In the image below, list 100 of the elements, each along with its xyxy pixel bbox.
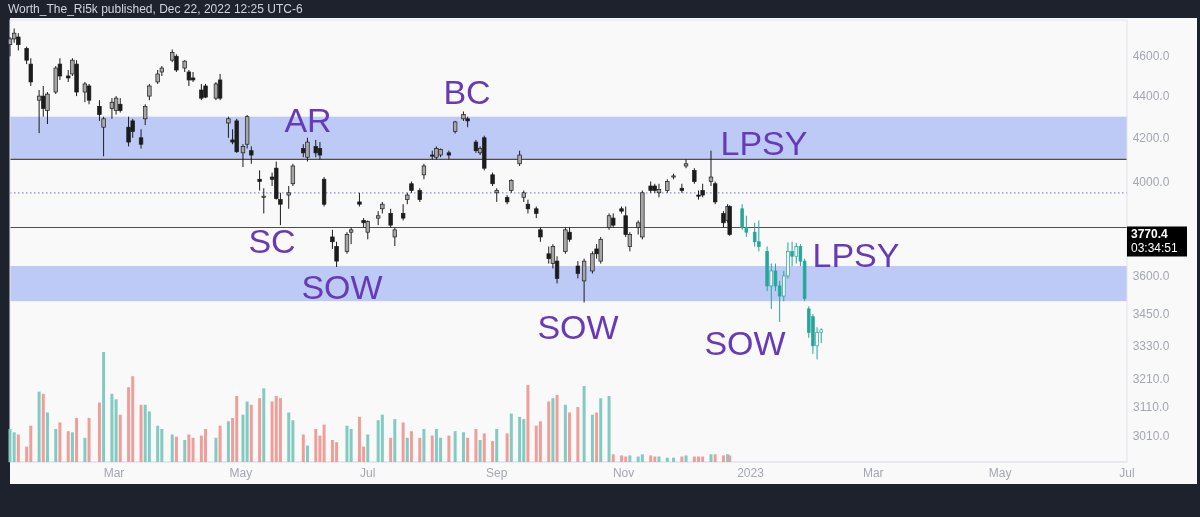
bar <box>422 429 426 462</box>
y-tick-label: 4000.0 <box>1132 174 1170 189</box>
bar <box>684 455 688 462</box>
bar <box>434 429 438 462</box>
bar <box>83 437 87 462</box>
candlestick <box>388 208 393 228</box>
bar <box>453 431 457 462</box>
bar <box>245 401 249 462</box>
x-tick-label: May <box>988 466 1012 480</box>
bar <box>301 434 305 462</box>
bar <box>389 437 393 462</box>
bar <box>563 404 567 462</box>
annotation: SOW <box>537 308 619 346</box>
bar <box>139 404 143 462</box>
bar <box>143 404 147 462</box>
bar <box>466 437 470 462</box>
candlestick <box>563 226 568 255</box>
bar <box>357 416 361 462</box>
y-tick-label: 3450.0 <box>1132 307 1170 322</box>
candlestick <box>257 169 262 192</box>
bar <box>474 429 478 462</box>
y-tick-label: 3010.0 <box>1132 429 1170 444</box>
bar <box>45 412 49 462</box>
bar <box>590 414 594 462</box>
bar <box>672 457 676 462</box>
bar <box>522 419 526 462</box>
bar <box>495 429 499 462</box>
bar <box>418 437 422 462</box>
candlestick <box>794 242 799 265</box>
bar <box>366 434 370 462</box>
chart-title: Worth_The_Ri5k published, Dec 22, 2022 12:25 UTC-6 <box>8 2 303 16</box>
bar <box>249 404 253 462</box>
candlestick <box>305 137 310 163</box>
bar <box>262 388 266 462</box>
bar <box>405 437 409 462</box>
bar <box>551 398 555 462</box>
candlestick <box>679 183 685 194</box>
candlestick <box>525 199 531 214</box>
candlestick <box>226 116 231 139</box>
bar <box>518 416 522 462</box>
annotation: AR <box>284 101 332 139</box>
bar <box>160 429 164 462</box>
bar <box>534 425 538 462</box>
annotation: SOW <box>704 324 786 362</box>
bar <box>37 391 41 462</box>
bar <box>54 429 58 462</box>
candlestick <box>581 258 587 303</box>
bar <box>461 432 465 462</box>
bar <box>191 437 195 462</box>
y-tick-label: 3600.0 <box>1132 268 1170 283</box>
bar <box>287 412 291 462</box>
bar <box>218 425 222 462</box>
bar <box>491 441 495 462</box>
bar <box>97 402 101 462</box>
bar <box>278 398 282 462</box>
annotation: SC <box>248 222 296 260</box>
bar <box>87 418 91 462</box>
bar <box>478 440 482 462</box>
candlestick <box>143 103 148 126</box>
bar <box>305 445 309 462</box>
candlestick <box>392 226 397 247</box>
bar <box>187 434 191 462</box>
bar <box>102 352 106 462</box>
bar <box>447 435 451 462</box>
bar <box>75 418 79 462</box>
candlestick <box>290 163 296 187</box>
bar <box>345 425 349 462</box>
x-tick-label: Nov <box>612 466 635 480</box>
bar <box>110 393 114 462</box>
bar <box>393 419 397 462</box>
bar <box>657 456 661 462</box>
y-tick-label: 4400.0 <box>1132 89 1170 104</box>
bar <box>322 424 326 462</box>
bar <box>314 429 318 462</box>
bar <box>649 455 653 462</box>
bar <box>624 456 628 462</box>
bar <box>713 454 717 462</box>
price-tag: 3770.4 03:34:51 <box>1127 226 1187 257</box>
candlestick <box>400 203 406 221</box>
bar <box>401 422 405 462</box>
bar <box>214 437 218 462</box>
candlestick <box>82 81 88 103</box>
bar <box>380 414 384 462</box>
bar <box>409 431 413 462</box>
bar <box>58 422 62 462</box>
candlestick <box>138 128 144 150</box>
annotation: LPSY <box>812 236 900 274</box>
candlestick <box>86 83 92 105</box>
candlestick <box>757 219 761 252</box>
candlestick <box>109 97 115 120</box>
candlestick <box>126 116 131 147</box>
bar <box>66 431 70 462</box>
bar <box>226 421 230 462</box>
bar <box>538 421 542 462</box>
bar <box>118 414 122 462</box>
bar <box>620 455 624 462</box>
bar <box>430 435 434 462</box>
bar <box>235 396 239 462</box>
bar <box>582 386 586 462</box>
bar <box>156 425 160 462</box>
